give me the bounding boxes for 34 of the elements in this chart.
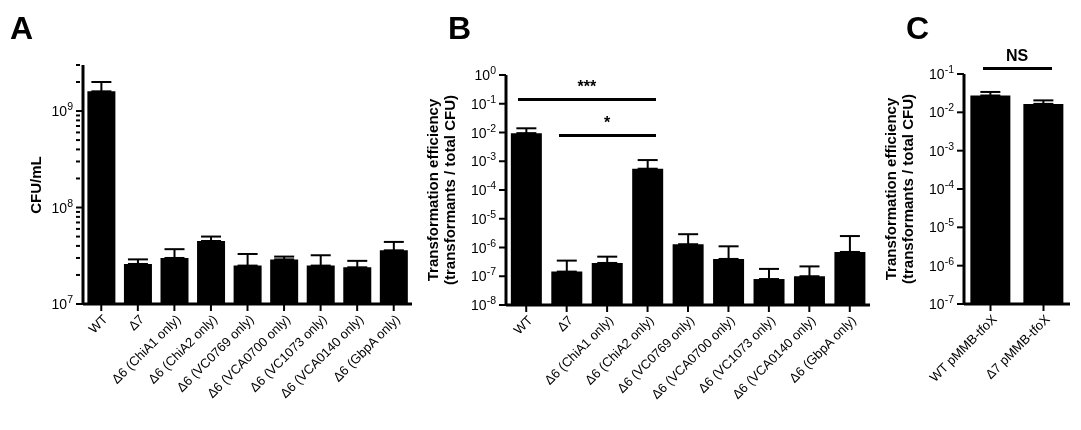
y-axis-title: Transformation efficiency (transformants / total CFU) xyxy=(423,94,458,286)
y-tick-label: 10$^{-7}$ xyxy=(471,265,497,285)
y-tick-label: 10$^{0}$ xyxy=(474,64,497,83)
y-tick-label: 10$^{-1}$ xyxy=(929,63,955,82)
y-tick-label: 10$^{-4}$ xyxy=(929,178,955,197)
chart-title: A xyxy=(10,10,34,46)
annotation: * xyxy=(602,113,612,133)
annotation: *** xyxy=(576,77,598,97)
y-tick-label: 10$^{-7}$ xyxy=(929,293,955,312)
y-tick-label: 10$^{-3}$ xyxy=(929,139,955,159)
y-tick-label: 10$^{-5}$ xyxy=(471,207,497,227)
chart-title: C xyxy=(906,10,930,46)
y-tick-label: 10$^{7}$ xyxy=(51,293,74,312)
y-tick-label: 10$^{-2}$ xyxy=(471,121,497,141)
y-axis-title: CFU/mL xyxy=(26,155,45,214)
y-tick-label: 10$^{-4}$ xyxy=(471,179,497,198)
y-tick-label: 10$^{-3}$ xyxy=(471,150,497,170)
y-axis-title: Transformation efficiency (transformants / total CFU) xyxy=(881,93,916,285)
y-tick-label: 10$^{8}$ xyxy=(51,196,74,216)
y-tick-label: 10$^{-6}$ xyxy=(929,254,955,274)
significance-bracket: * xyxy=(558,113,656,137)
x-tick-label: WT xyxy=(510,312,536,338)
significance-bracket: NS xyxy=(982,46,1052,70)
x-tick-label: WT xyxy=(85,311,111,337)
y-tick-label: 10$^{9}$ xyxy=(51,100,74,120)
chart-title: B xyxy=(448,10,472,46)
x-tick-label: Δ7 xyxy=(553,312,576,335)
y-tick-label: 10$^{-1}$ xyxy=(471,92,497,112)
y-tick-label: 10$^{-5}$ xyxy=(929,216,955,236)
y-tick-label: 10$^{-6}$ xyxy=(471,236,497,256)
y-tick-label: 10$^{-8}$ xyxy=(471,294,497,313)
significance-bracket: *** xyxy=(518,77,656,101)
y-tick-label: 10$^{-2}$ xyxy=(929,101,955,121)
x-tick-label: Δ7 xyxy=(125,311,148,334)
